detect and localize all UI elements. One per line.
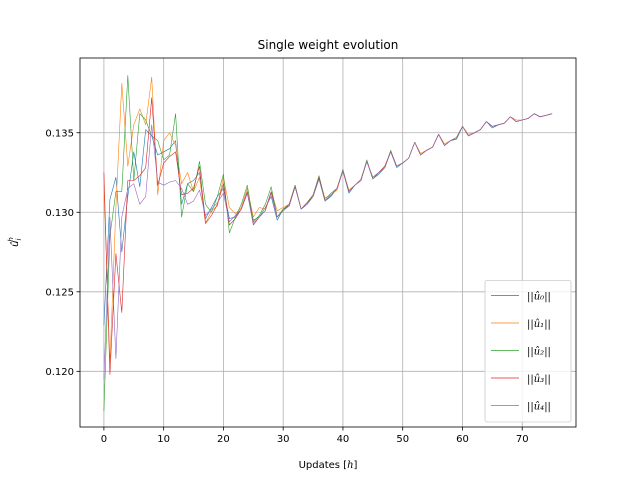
legend-label-1: ||û₁||: [527, 319, 551, 330]
y-tick-label: 0.125: [45, 287, 74, 298]
y-tick-label: 0.120: [45, 367, 74, 378]
chart-title: Single weight evolution: [258, 38, 399, 52]
axis-ticks: 0 10 20 30 40 50 60 70 0.120 0.125 0.130 0.135: [45, 128, 528, 445]
x-tick-label: 50: [396, 434, 409, 445]
x-tick-label: 0: [101, 434, 107, 445]
legend-label-3: ||û₃||: [527, 374, 551, 385]
x-tick-label: 30: [277, 434, 290, 445]
x-axis-label: Updates [h]: [299, 460, 358, 471]
legend: ||û₀|| ||û₁|| ||û₂|| ||û₃|| ||û₄||: [484, 280, 572, 423]
x-tick-label: 70: [516, 434, 529, 445]
series-line-4: [103, 113, 553, 380]
x-tick-label: 40: [337, 434, 350, 445]
y-tick-label: 0.130: [45, 208, 74, 219]
series-lines: [103, 75, 553, 412]
x-tick-label: 60: [456, 434, 469, 445]
x-tick-label: 20: [217, 434, 230, 445]
plot-frame: [79, 57, 577, 428]
legend-label-4: ||û₄||: [527, 402, 551, 413]
x-tick-label: 10: [157, 434, 170, 445]
legend-frame: [484, 280, 572, 423]
y-tick-label: 0.135: [45, 128, 74, 139]
legend-label-0: ||û₀||: [527, 292, 551, 303]
y-axis-label: ûih: [7, 237, 23, 247]
legend-label-2: ||û₂||: [527, 347, 551, 358]
